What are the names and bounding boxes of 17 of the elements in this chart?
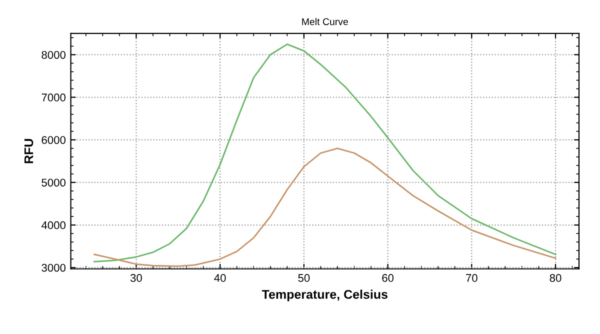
x-tick-label: 50 [298, 274, 310, 282]
x-tick-label: 40 [214, 274, 226, 282]
chart-title: Melt Curve [302, 18, 348, 26]
y-tick-label: 5000 [42, 178, 66, 187]
x-tick-label: 60 [382, 274, 394, 282]
x-tick-label: 80 [550, 274, 562, 282]
line-series [94, 148, 556, 267]
y-tick-label: 7000 [42, 94, 66, 102]
x-tick-label: 30 [130, 274, 142, 282]
x-tick-label: 70 [466, 274, 478, 282]
line-series [94, 43, 556, 262]
y-tick-label: 4000 [41, 221, 66, 230]
y-axis-title: RFU [24, 139, 34, 164]
y-tick-label: 8000 [42, 50, 66, 59]
x-axis-title: Temperature, Celsius [262, 290, 388, 302]
y-tick-label: 3000 [42, 264, 66, 272]
y-tick-label: 6000 [42, 136, 66, 144]
